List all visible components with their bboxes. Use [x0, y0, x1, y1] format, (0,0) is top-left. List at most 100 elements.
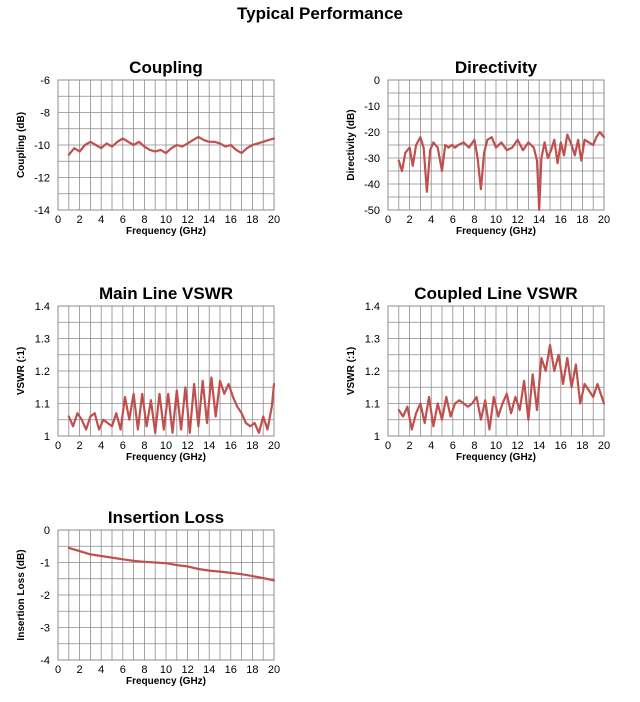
insertion-loss-xtick-label: 20 — [268, 664, 280, 676]
coupling-xlabel: Frequency (GHz) — [126, 226, 206, 237]
coupled-line-vswr-xtick-label: 18 — [576, 440, 588, 452]
coupling-ylabel: Coupling (dB) — [16, 112, 27, 178]
directivity-xlabel: Frequency (GHz) — [456, 226, 536, 237]
coupled-line-vswr-xtick-label: 14 — [533, 440, 545, 452]
coupling-title: Coupling — [129, 58, 203, 77]
directivity-title: Directivity — [455, 58, 538, 77]
insertion-loss-xtick-label: 0 — [55, 664, 61, 676]
coupled-line-vswr-xtick-label: 10 — [490, 440, 502, 452]
coupled-line-vswr-xtick-label: 8 — [471, 440, 477, 452]
directivity-ylabel: Directivity (dB) — [346, 109, 357, 180]
directivity-chart: Directivity 0 2 4 6 8 10 12 14 16 18 20 -50 -40 -30 -20… — [346, 58, 610, 237]
directivity-xtick-label: 12 — [511, 214, 523, 226]
coupling-series-line — [67, 135, 276, 156]
directivity-ytick-label: -10 — [364, 101, 380, 113]
coupled-line-vswr-ytick-label: 1.2 — [365, 366, 380, 378]
main-line-vswr-xtick-label: 14 — [203, 440, 215, 452]
page-title: Typical Performance — [237, 4, 403, 23]
directivity-plot-area — [387, 79, 605, 211]
insertion-loss-ytick-label: -4 — [40, 655, 50, 667]
main-line-vswr-xtick-label: 2 — [77, 440, 83, 452]
directivity-xtick-label: 4 — [428, 214, 434, 226]
coupling-xtick-label: 2 — [77, 214, 83, 226]
main-line-vswr-ytick-label: 1 — [44, 431, 50, 443]
main-line-vswr-title: Main Line VSWR — [99, 284, 233, 303]
coupled-line-vswr-chart: Coupled Line VSWR 0 2 4 6 8 10 12 14 16 18 20 1 1.1 1.… — [346, 284, 610, 463]
coupled-line-vswr-ytick-label: 1 — [374, 431, 380, 443]
directivity-ytick-label: -40 — [364, 179, 380, 191]
coupling-xtick-label: 4 — [98, 214, 104, 226]
directivity-series-line — [397, 130, 606, 212]
main-line-vswr-ytick-label: 1.2 — [35, 366, 50, 378]
insertion-loss-xtick-label: 4 — [98, 664, 104, 676]
coupling-xtick-label: 20 — [268, 214, 280, 226]
coupled-line-vswr-xtick-label: 16 — [555, 440, 567, 452]
main-line-vswr-xlabel: Frequency (GHz) — [126, 452, 206, 463]
coupled-line-vswr-xtick-label: 12 — [511, 440, 523, 452]
coupled-line-vswr-ytick-label: 1.4 — [365, 301, 380, 313]
coupling-ytick-label: -6 — [40, 75, 50, 87]
insertion-loss-xlabel: Frequency (GHz) — [126, 676, 206, 687]
main-line-vswr-xtick-label: 10 — [160, 440, 172, 452]
main-line-vswr-ylabel: VSWR (:1) — [16, 347, 27, 395]
directivity-xtick-label: 14 — [533, 214, 545, 226]
insertion-loss-xtick-label: 16 — [225, 664, 237, 676]
directivity-ytick-label: -20 — [364, 127, 380, 139]
coupling-plot-area — [57, 79, 275, 211]
directivity-ytick-label: -30 — [364, 153, 380, 165]
directivity-xtick-label: 8 — [471, 214, 477, 226]
main-line-vswr-ytick-label: 1.1 — [35, 399, 50, 411]
insertion-loss-chart: Insertion Loss 0 2 4 6 8 10 12 14 16 18 20 -4 -3 -2 -1 0… — [16, 508, 280, 687]
insertion-loss-ytick-label: -2 — [40, 590, 50, 602]
coupling-xtick-label: 16 — [225, 214, 237, 226]
main-line-vswr-series-line — [67, 376, 276, 434]
coupled-line-vswr-plot-area — [387, 305, 605, 437]
main-line-vswr-xtick-label: 18 — [246, 440, 258, 452]
directivity-xtick-label: 20 — [598, 214, 610, 226]
main-line-vswr-xtick-label: 6 — [120, 440, 126, 452]
directivity-xtick-label: 18 — [576, 214, 588, 226]
directivity-ytick-label: 0 — [374, 75, 380, 87]
directivity-xtick-label: 16 — [555, 214, 567, 226]
coupling-ytick-label: -14 — [34, 205, 50, 217]
main-line-vswr-xtick-label: 16 — [225, 440, 237, 452]
directivity-ytick-label: -50 — [364, 205, 380, 217]
coupled-line-vswr-xtick-label: 2 — [407, 440, 413, 452]
insertion-loss-ylabel: Insertion Loss (dB) — [16, 549, 27, 640]
insertion-loss-xtick-label: 18 — [246, 664, 258, 676]
directivity-xtick-label: 10 — [490, 214, 502, 226]
coupling-xtick-label: 12 — [181, 214, 193, 226]
directivity-xtick-label: 0 — [385, 214, 391, 226]
insertion-loss-xtick-label: 14 — [203, 664, 215, 676]
coupled-line-vswr-series-line — [397, 343, 606, 431]
insertion-loss-series-line — [67, 546, 276, 582]
coupling-chart: Coupling 0 2 4 6 8 10 12 14 16 18 20 -14 -12 -10 -8 -6 Fr… — [16, 58, 280, 237]
coupled-line-vswr-ytick-label: 1.3 — [365, 334, 380, 346]
coupling-xtick-label: 8 — [141, 214, 147, 226]
coupled-line-vswr-xtick-label: 6 — [450, 440, 456, 452]
insertion-loss-ytick-label: -1 — [40, 558, 50, 570]
insertion-loss-xtick-label: 2 — [77, 664, 83, 676]
main-line-vswr-ytick-label: 1.3 — [35, 334, 50, 346]
coupled-line-vswr-xtick-label: 0 — [385, 440, 391, 452]
coupling-xtick-label: 10 — [160, 214, 172, 226]
main-line-vswr-xtick-label: 12 — [181, 440, 193, 452]
coupling-ytick-label: -8 — [40, 108, 50, 120]
insertion-loss-plot-area — [57, 529, 275, 661]
coupled-line-vswr-xtick-label: 20 — [598, 440, 610, 452]
main-line-vswr-xtick-label: 20 — [268, 440, 280, 452]
insertion-loss-ytick-label: -3 — [40, 623, 50, 635]
coupled-line-vswr-xtick-label: 4 — [428, 440, 434, 452]
insertion-loss-xtick-label: 8 — [141, 664, 147, 676]
coupling-xtick-label: 6 — [120, 214, 126, 226]
insertion-loss-xtick-label: 10 — [160, 664, 172, 676]
coupling-xtick-label: 14 — [203, 214, 215, 226]
directivity-xtick-label: 6 — [450, 214, 456, 226]
coupled-line-vswr-xlabel: Frequency (GHz) — [456, 452, 536, 463]
directivity-xtick-label: 2 — [407, 214, 413, 226]
insertion-loss-title: Insertion Loss — [108, 508, 224, 527]
main-line-vswr-ytick-label: 1.4 — [35, 301, 50, 313]
coupling-xtick-label: 0 — [55, 214, 61, 226]
insertion-loss-xtick-label: 6 — [120, 664, 126, 676]
coupled-line-vswr-ytick-label: 1.1 — [365, 399, 380, 411]
